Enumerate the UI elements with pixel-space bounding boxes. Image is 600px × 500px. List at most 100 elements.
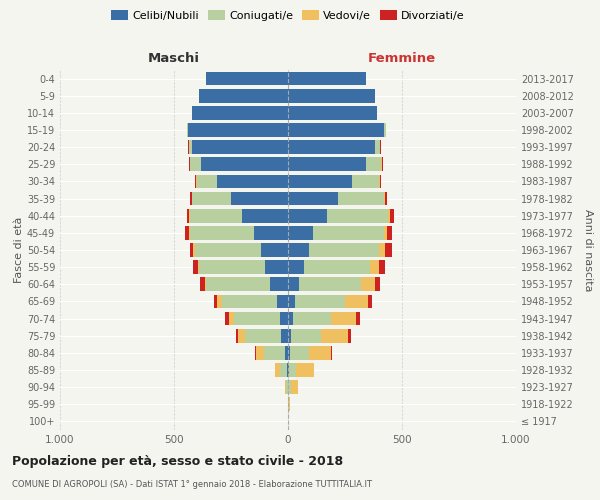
Bar [288, 346, 290, 360]
Bar [379, 243, 385, 257]
Bar [304, 260, 370, 274]
Bar [291, 380, 298, 394]
Bar [189, 140, 192, 154]
Bar [384, 192, 385, 205]
Bar [187, 123, 188, 137]
Bar [191, 192, 192, 205]
Bar [189, 158, 190, 171]
Bar [379, 174, 380, 188]
Bar [255, 346, 256, 360]
Text: Femmine: Femmine [368, 52, 436, 65]
Bar [256, 346, 264, 360]
Bar [206, 72, 288, 86]
Bar [254, 226, 288, 239]
Bar [288, 329, 292, 342]
Bar [349, 329, 350, 342]
Bar [229, 312, 235, 326]
Bar [190, 158, 202, 171]
Bar [290, 346, 308, 360]
Bar [217, 174, 288, 188]
Bar [288, 312, 293, 326]
Bar [292, 329, 321, 342]
Y-axis label: Anni di nascita: Anni di nascita [583, 209, 593, 291]
Bar [384, 123, 386, 137]
Bar [288, 72, 365, 86]
Bar [368, 294, 373, 308]
Bar [193, 243, 194, 257]
Bar [345, 294, 368, 308]
Bar [242, 209, 288, 222]
Bar [192, 192, 231, 205]
Bar [189, 209, 190, 222]
Bar [288, 363, 289, 377]
Text: Popolazione per età, sesso e stato civile - 2018: Popolazione per età, sesso e stato civil… [12, 455, 343, 468]
Bar [313, 226, 384, 239]
Bar [270, 278, 288, 291]
Bar [288, 294, 295, 308]
Bar [190, 209, 242, 222]
Bar [222, 294, 277, 308]
Bar [289, 398, 290, 411]
Bar [356, 312, 360, 326]
Bar [284, 346, 288, 360]
Bar [194, 243, 260, 257]
Bar [374, 278, 380, 291]
Bar [280, 363, 287, 377]
Bar [226, 312, 229, 326]
Text: COMUNE DI AGROPOLI (SA) - Dati ISTAT 1° gennaio 2018 - Elaborazione TUTTITALIA.I: COMUNE DI AGROPOLI (SA) - Dati ISTAT 1° … [12, 480, 372, 489]
Bar [192, 140, 288, 154]
Bar [281, 329, 288, 342]
Bar [285, 380, 286, 394]
Bar [287, 363, 288, 377]
Bar [385, 243, 392, 257]
Bar [193, 260, 198, 274]
Bar [275, 363, 280, 377]
Bar [385, 192, 387, 205]
Bar [190, 226, 254, 239]
Bar [200, 278, 205, 291]
Bar [231, 192, 288, 205]
Bar [197, 174, 217, 188]
Bar [321, 329, 349, 342]
Bar [288, 278, 299, 291]
Bar [190, 243, 193, 257]
Bar [288, 174, 352, 188]
Bar [361, 278, 374, 291]
Bar [238, 329, 245, 342]
Bar [327, 209, 388, 222]
Bar [379, 260, 385, 274]
Bar [190, 192, 191, 205]
Bar [277, 294, 288, 308]
Bar [199, 89, 288, 102]
Legend: Celibi/Nubili, Coniugati/e, Vedovi/e, Divorziati/e: Celibi/Nubili, Coniugati/e, Vedovi/e, Di… [107, 6, 469, 25]
Bar [295, 294, 345, 308]
Bar [293, 312, 331, 326]
Bar [217, 294, 222, 308]
Bar [205, 278, 206, 291]
Bar [289, 380, 291, 394]
Bar [245, 329, 281, 342]
Bar [338, 192, 384, 205]
Bar [331, 312, 356, 326]
Bar [195, 174, 196, 188]
Bar [206, 278, 270, 291]
Bar [384, 226, 387, 239]
Bar [235, 312, 280, 326]
Bar [370, 260, 379, 274]
Bar [288, 123, 384, 137]
Bar [352, 174, 379, 188]
Bar [382, 158, 383, 171]
Bar [331, 346, 332, 360]
Bar [264, 346, 284, 360]
Bar [288, 398, 289, 411]
Bar [187, 209, 189, 222]
Bar [280, 312, 288, 326]
Bar [289, 363, 296, 377]
Bar [380, 174, 381, 188]
Bar [288, 106, 377, 120]
Bar [236, 329, 238, 342]
Bar [189, 226, 190, 239]
Bar [199, 260, 265, 274]
Bar [202, 158, 288, 171]
Bar [288, 209, 327, 222]
